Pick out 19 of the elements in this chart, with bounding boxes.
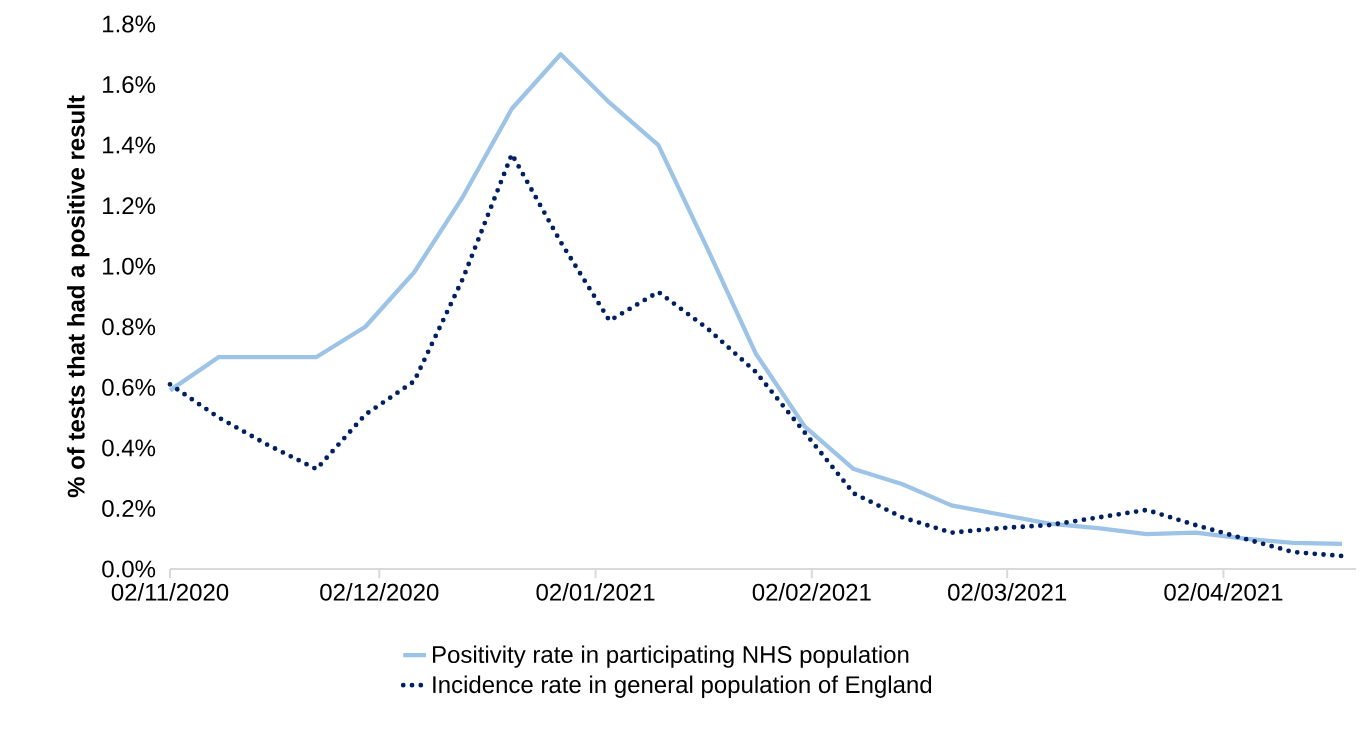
y-tick-label: 0.0% <box>102 560 156 578</box>
y-tick-label: 1.8% <box>103 15 156 33</box>
x-tick-label: 02/12/2020 <box>320 583 439 601</box>
y-tick-label: 1.4% <box>103 136 156 154</box>
y-tick-label: 0.4% <box>102 439 156 457</box>
legend-label: Incidence rate in general population of England <box>433 675 932 698</box>
y-tick-label: 1.6% <box>103 76 156 94</box>
y-tick-label: 0.6% <box>102 378 156 396</box>
y-tick-label: 0.2% <box>102 499 156 517</box>
x-tick-label: 02/11/2020 <box>111 583 229 601</box>
x-tick-label: 02/03/2021 <box>948 583 1067 601</box>
y-tick-label: 1.0% <box>103 257 156 275</box>
x-tick-label: 02/01/2021 <box>536 583 655 601</box>
x-tick-label: 02/04/2021 <box>1164 583 1283 601</box>
x-tick-label: 02/02/2021 <box>752 583 871 601</box>
y-axis-title: % of tests that had a positive result <box>67 95 90 498</box>
y-tick-label: 0.8% <box>102 318 156 336</box>
legend-label: Positivity rate in participating NHS population <box>433 645 909 668</box>
y-tick-label: 1.2% <box>103 197 156 215</box>
